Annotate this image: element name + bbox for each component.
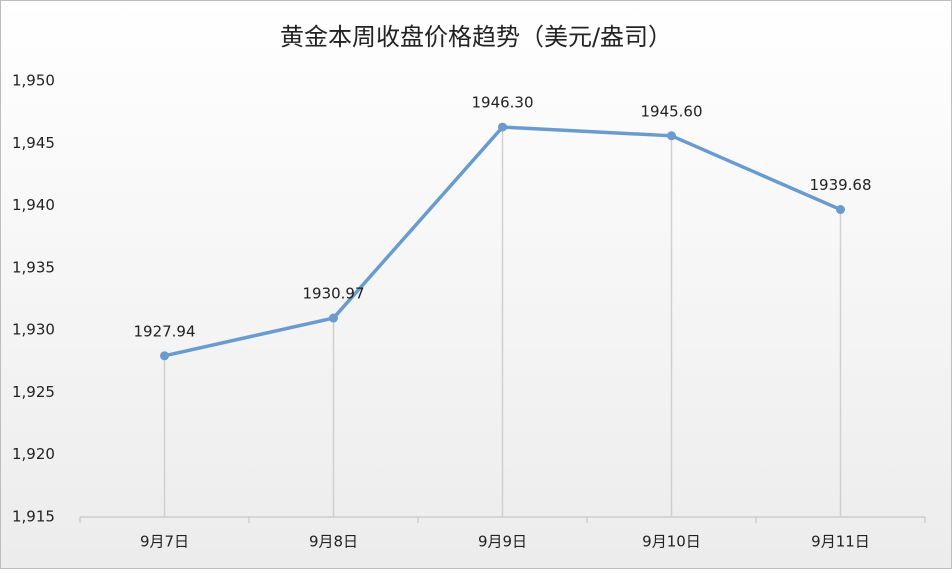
x-tick-label: 9月9日 bbox=[478, 533, 527, 551]
point bbox=[329, 313, 338, 323]
y-tick-label: 1,930 bbox=[12, 321, 55, 339]
x-tick-label: 9月11日 bbox=[811, 533, 870, 551]
data-label: 1939.68 bbox=[809, 176, 871, 194]
data-label: 1927.94 bbox=[133, 322, 195, 340]
point bbox=[160, 351, 169, 361]
y-tick-label: 1,950 bbox=[12, 72, 55, 90]
y-tick-label: 1,945 bbox=[12, 134, 55, 152]
y-tick-label: 1,925 bbox=[12, 383, 55, 401]
point bbox=[836, 205, 845, 215]
point bbox=[667, 131, 676, 141]
chart-title: 黄金本周收盘价格趋势（美元/盎司） bbox=[280, 23, 672, 51]
data-label: 1930.97 bbox=[302, 285, 364, 303]
data-label: 1945.60 bbox=[640, 102, 702, 120]
point bbox=[498, 122, 507, 132]
x-tick-label: 9月10日 bbox=[642, 533, 701, 551]
x-tick-label: 9月8日 bbox=[309, 533, 358, 551]
y-tick-label: 1,940 bbox=[12, 196, 55, 214]
y-tick-label: 1,920 bbox=[12, 445, 55, 463]
y-tick-label: 1,915 bbox=[12, 508, 55, 526]
x-tick-label: 9月7日 bbox=[140, 533, 189, 551]
y-tick-label: 1,935 bbox=[12, 258, 55, 276]
data-label: 1946.30 bbox=[471, 94, 533, 112]
